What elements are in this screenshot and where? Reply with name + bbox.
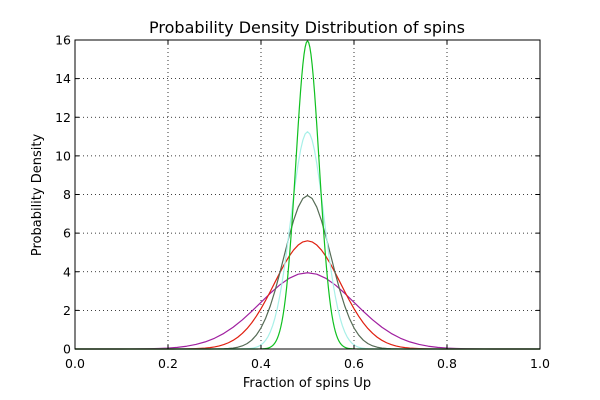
y-tick-label: 0 (63, 342, 71, 357)
x-tick-label: 0.4 (251, 356, 271, 371)
y-tick-label: 16 (55, 33, 71, 48)
chart-title: Probability Density Distribution of spin… (149, 18, 465, 37)
x-tick-label: 0.2 (158, 356, 178, 371)
y-axis-label: Probability Density (30, 134, 45, 257)
y-tick-label: 10 (55, 148, 71, 163)
y-tick-label: 12 (55, 110, 71, 125)
series-line-2 (75, 240, 540, 350)
grid (75, 40, 540, 349)
y-tick-label: 8 (63, 187, 71, 202)
plot-frame (74, 39, 541, 350)
series-line-1 (75, 272, 540, 350)
x-tick-label: 0.0 (65, 356, 85, 371)
y-tick-label: 6 (63, 226, 71, 241)
y-tick-label: 4 (63, 264, 71, 279)
x-axis-label: Fraction of spins Up (243, 376, 371, 391)
x-tick-label: 0.8 (437, 356, 457, 371)
y-tick-label: 14 (55, 71, 71, 86)
x-tick-label: 0.6 (344, 356, 364, 371)
y-tick-label: 2 (63, 303, 71, 318)
series-group (75, 40, 540, 350)
axis-tick-labels: 0.0 0.2 0.4 0.6 0.8 1.0 0 2 4 6 8 10 12 14 16 (55, 33, 550, 372)
x-tick-label: 1.0 (530, 356, 550, 371)
